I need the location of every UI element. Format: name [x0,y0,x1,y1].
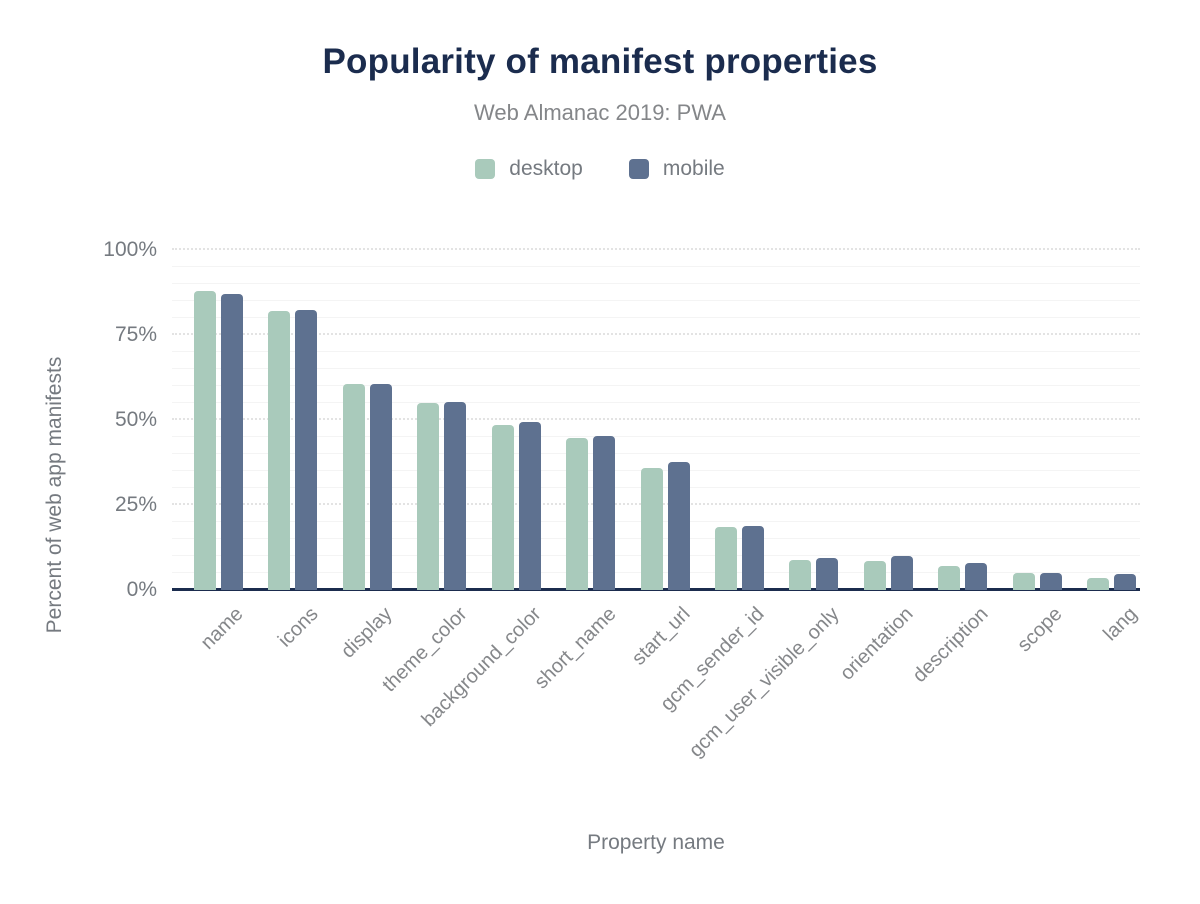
y-tick-label: 75% [114,323,157,346]
x-tick-label: lang [1099,603,1142,646]
bar-mobile-background_color[interactable] [518,422,541,590]
x-tick-label: display [337,603,397,663]
x-tick-label: name [196,603,248,654]
chart-title: Popularity of manifest properties [322,42,878,81]
bar-mobile-name[interactable] [220,294,243,590]
legend-item-mobile: mobile [628,157,725,181]
bar-mobile-description[interactable] [965,563,988,590]
y-tick-label: 50% [114,408,157,431]
y-tick-label: 100% [103,238,157,261]
gridline-minor [172,385,1140,386]
bar-mobile-theme_color[interactable] [444,401,467,590]
gridline-major [172,333,1140,335]
bar-mobile-short_name[interactable] [593,436,616,590]
legend: desktop mobile [0,157,1200,181]
bar-desktop-lang[interactable] [1087,578,1110,590]
bar-mobile-scope[interactable] [1039,573,1062,590]
legend-swatch-desktop [475,159,496,179]
bar-mobile-gcm_sender_id[interactable] [741,525,764,590]
legend-label-desktop: desktop [509,157,583,180]
gridline-minor [172,436,1140,437]
gridline-minor [172,300,1140,301]
y-tick-label: 0% [126,578,157,601]
gridline-minor [172,368,1140,369]
y-axis-title: Percent of web app manifests [43,356,66,634]
x-tick-label: description [908,603,993,687]
legend-item-desktop: desktop [475,157,583,181]
bar-desktop-start_url[interactable] [640,467,663,590]
gridline-minor [172,351,1140,352]
gridline-minor [172,317,1140,318]
gridline-minor [172,266,1140,267]
legend-swatch-mobile [628,159,649,179]
x-tick-label: orientation [836,603,918,685]
chart-subtitle: Web Almanac 2019: PWA [474,100,726,125]
gridline-major [172,418,1140,420]
bar-desktop-scope[interactable] [1012,573,1035,590]
bar-desktop-gcm_sender_id[interactable] [714,527,737,590]
x-tick-label: scope [1013,603,1067,657]
bar-desktop-theme_color[interactable] [417,403,440,590]
bar-desktop-icons[interactable] [268,311,291,590]
bar-desktop-name[interactable] [193,290,216,590]
gridline-major [172,248,1140,250]
bar-desktop-description[interactable] [938,565,961,590]
gridline-minor [172,402,1140,403]
bar-mobile-icons[interactable] [295,309,318,590]
y-tick-label: 25% [114,493,157,516]
legend-label-mobile: mobile [662,157,725,180]
x-tick-label: start_url [627,603,695,670]
bar-mobile-lang[interactable] [1114,573,1137,590]
bar-mobile-display[interactable] [369,384,392,590]
plot-area: 0% 25% 50% 75% 100% name icons display theme_col… [103,238,1141,762]
bar-mobile-gcm_user_visible_only[interactable] [816,557,839,590]
gridline-minor [172,283,1140,284]
x-axis-title: Property name [587,831,725,854]
bar-desktop-orientation[interactable] [863,561,886,590]
gridline-minor [172,453,1140,454]
bar-desktop-background_color[interactable] [491,424,514,590]
x-tick-label: gcm_user_visible_only [684,603,844,762]
bar-desktop-display[interactable] [342,384,365,590]
bar-mobile-orientation[interactable] [890,555,913,590]
bar-desktop-short_name[interactable] [566,438,589,590]
x-tick-label: icons [273,603,323,652]
bar-desktop-gcm_user_visible_only[interactable] [789,559,812,590]
bar-mobile-start_url[interactable] [667,462,690,590]
